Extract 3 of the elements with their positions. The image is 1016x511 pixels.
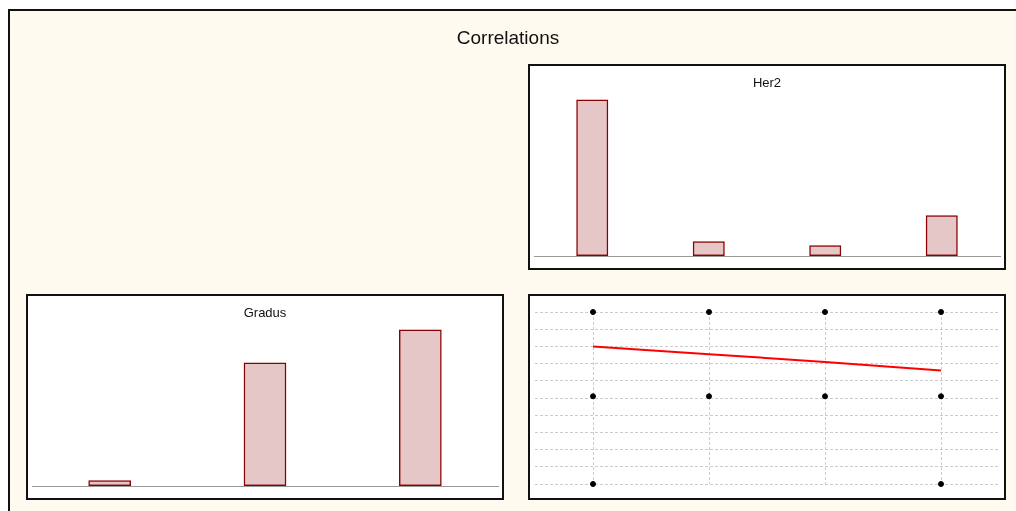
chart-title: Gradus [243,305,287,321]
text: Correlations [455,27,561,49]
chart-title: Her2 [752,75,782,91]
